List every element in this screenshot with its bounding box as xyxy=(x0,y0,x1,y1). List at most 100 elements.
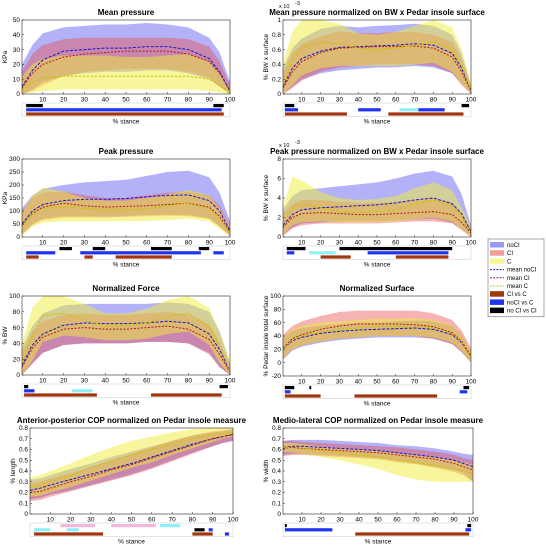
x-tick-label: 70 xyxy=(411,379,419,386)
x-tick-label: 80 xyxy=(185,97,193,104)
x-tick-label: 40 xyxy=(355,517,363,524)
x-tick-label: 40 xyxy=(355,97,363,104)
x-tick-label: 20 xyxy=(60,240,68,247)
x-tick-label: 60 xyxy=(393,517,401,524)
chart-title: Normalized Force xyxy=(92,284,160,293)
y-tick-label: 0.1 xyxy=(19,500,28,507)
x-tick-label: 90 xyxy=(209,517,217,524)
x-tick-label: 80 xyxy=(185,240,193,247)
y-tick-label: 0.1 xyxy=(272,500,281,507)
y-tick-label: -20 xyxy=(272,373,282,380)
legend-label: noCI xyxy=(507,243,520,249)
y-tick-label: 60 xyxy=(13,325,21,332)
chart-panel: -20 0 20 40 60 80 100 10 20 30 40 50 60 70 80 90 100 % st… xyxy=(263,284,477,408)
significance-bar xyxy=(59,247,72,251)
y-tick-label: 0.5 xyxy=(19,457,28,464)
x-tick-label: 60 xyxy=(143,378,151,385)
legend-label: C xyxy=(507,259,512,265)
significance-bar xyxy=(92,247,106,251)
x-tick-label: 10 xyxy=(39,97,47,104)
significance-bar xyxy=(26,255,39,259)
x-tick-label: 30 xyxy=(81,378,89,385)
y-tick-label: 20 xyxy=(13,62,21,69)
significance-bar xyxy=(284,108,299,112)
legend-swatch xyxy=(490,291,504,297)
significance-bar xyxy=(71,389,93,393)
mean-line-C xyxy=(22,312,230,372)
x-tick-label: 90 xyxy=(206,378,214,385)
y-tick-label: 150 xyxy=(9,195,20,202)
x-tick-label: 100 xyxy=(466,240,477,247)
y-tick-label: 200 xyxy=(9,182,20,189)
y-tick-label: 0.6 xyxy=(272,47,281,54)
significance-bar xyxy=(24,393,97,397)
x-tick-label: 100 xyxy=(228,517,239,524)
legend-swatch xyxy=(490,250,504,256)
y-axis-label: % Pedar insole total surface xyxy=(263,295,270,376)
y-tick-label: 0 xyxy=(16,372,20,379)
significance-bar xyxy=(66,528,79,532)
y-tick-label: 50 xyxy=(13,17,21,24)
significance-bar xyxy=(219,385,228,389)
y-axis-label: % length xyxy=(10,458,17,484)
y-tick-label: 0 xyxy=(277,234,281,241)
significance-bar xyxy=(115,255,172,259)
x-tick-label: 20 xyxy=(317,379,325,386)
x-tick-label: 70 xyxy=(164,97,172,104)
legend-swatch xyxy=(490,307,504,314)
chart-panel: 0 2 4 6 8 10 20 30 40 50 60 70 80 90 100 % stance % BW x… xyxy=(263,140,484,269)
y-tick-label: 30 xyxy=(13,47,21,54)
axis-exponent: x 10 xyxy=(279,4,289,10)
mean-line-C xyxy=(22,75,230,93)
legend-label: mean noCI xyxy=(507,268,537,274)
y-tick-label: 0.5 xyxy=(272,457,281,464)
x-tick-label: 40 xyxy=(102,97,110,104)
x-tick-label: 30 xyxy=(336,97,344,104)
x-tick-label: 100 xyxy=(466,97,477,104)
significance-strip xyxy=(21,245,231,260)
x-tick-label: 50 xyxy=(373,97,381,104)
significance-strip xyxy=(282,384,472,399)
chart-title: Mean pressure normalized on BW x Pedar i… xyxy=(269,8,485,17)
significance-strip xyxy=(21,102,231,117)
y-tick-label: 4 xyxy=(277,195,281,202)
significance-bar xyxy=(26,112,224,116)
significance-strip xyxy=(282,522,474,537)
x-tick-label: 10 xyxy=(298,240,306,247)
mean-line-CI xyxy=(30,433,233,493)
y-tick-label: 0.6 xyxy=(272,447,281,454)
x-axis-label: % stance xyxy=(113,400,140,407)
mean-line-CI xyxy=(283,323,471,357)
significance-bar xyxy=(395,255,449,259)
legend-label: mean CI xyxy=(507,276,530,282)
x-tick-label: 80 xyxy=(430,240,438,247)
x-axis-label: % stance xyxy=(365,539,392,546)
x-tick-label: 10 xyxy=(39,240,47,247)
significance-bar xyxy=(198,247,210,251)
y-tick-label: 0 xyxy=(277,360,281,367)
x-tick-label: 80 xyxy=(431,517,439,524)
x-tick-label: 70 xyxy=(168,517,176,524)
y-tick-label: 250 xyxy=(9,169,20,176)
y-tick-label: 0.4 xyxy=(19,468,28,475)
mean-line-C xyxy=(283,199,471,234)
x-tick-label: 50 xyxy=(122,378,130,385)
x-tick-label: 30 xyxy=(81,240,89,247)
x-tick-label: 80 xyxy=(185,378,193,385)
y-tick-label: 40 xyxy=(13,341,21,348)
x-tick-label: 20 xyxy=(317,97,325,104)
legend-swatch xyxy=(490,242,504,248)
y-tick-label: 0.8 xyxy=(272,32,281,39)
y-tick-label: 10 xyxy=(13,76,21,83)
y-tick-label: 40 xyxy=(13,32,21,39)
significance-strip xyxy=(21,383,231,398)
significance-bar xyxy=(26,108,222,112)
y-axis-label: KPa xyxy=(2,50,9,63)
x-tick-label: 40 xyxy=(355,240,363,247)
x-tick-label: 60 xyxy=(392,240,400,247)
axis-exponent-power: -3 xyxy=(295,140,300,146)
y-tick-label: 0.6 xyxy=(19,447,28,454)
significance-bar xyxy=(284,394,321,398)
